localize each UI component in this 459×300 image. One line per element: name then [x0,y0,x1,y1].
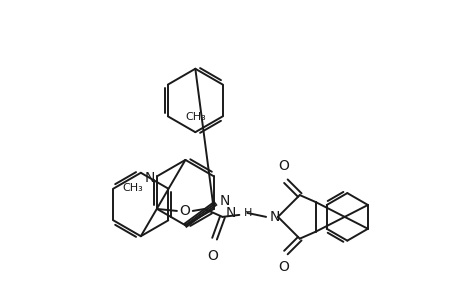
Text: N: N [145,171,155,185]
Text: O: O [179,204,190,218]
Text: O: O [207,249,218,262]
Text: N: N [225,206,236,220]
Text: CH₃: CH₃ [122,183,143,193]
Text: N: N [219,194,230,208]
Text: O: O [278,260,289,274]
Text: N: N [269,210,280,224]
Text: H: H [244,208,252,218]
Text: CH₃: CH₃ [185,112,205,122]
Text: O: O [278,159,289,173]
